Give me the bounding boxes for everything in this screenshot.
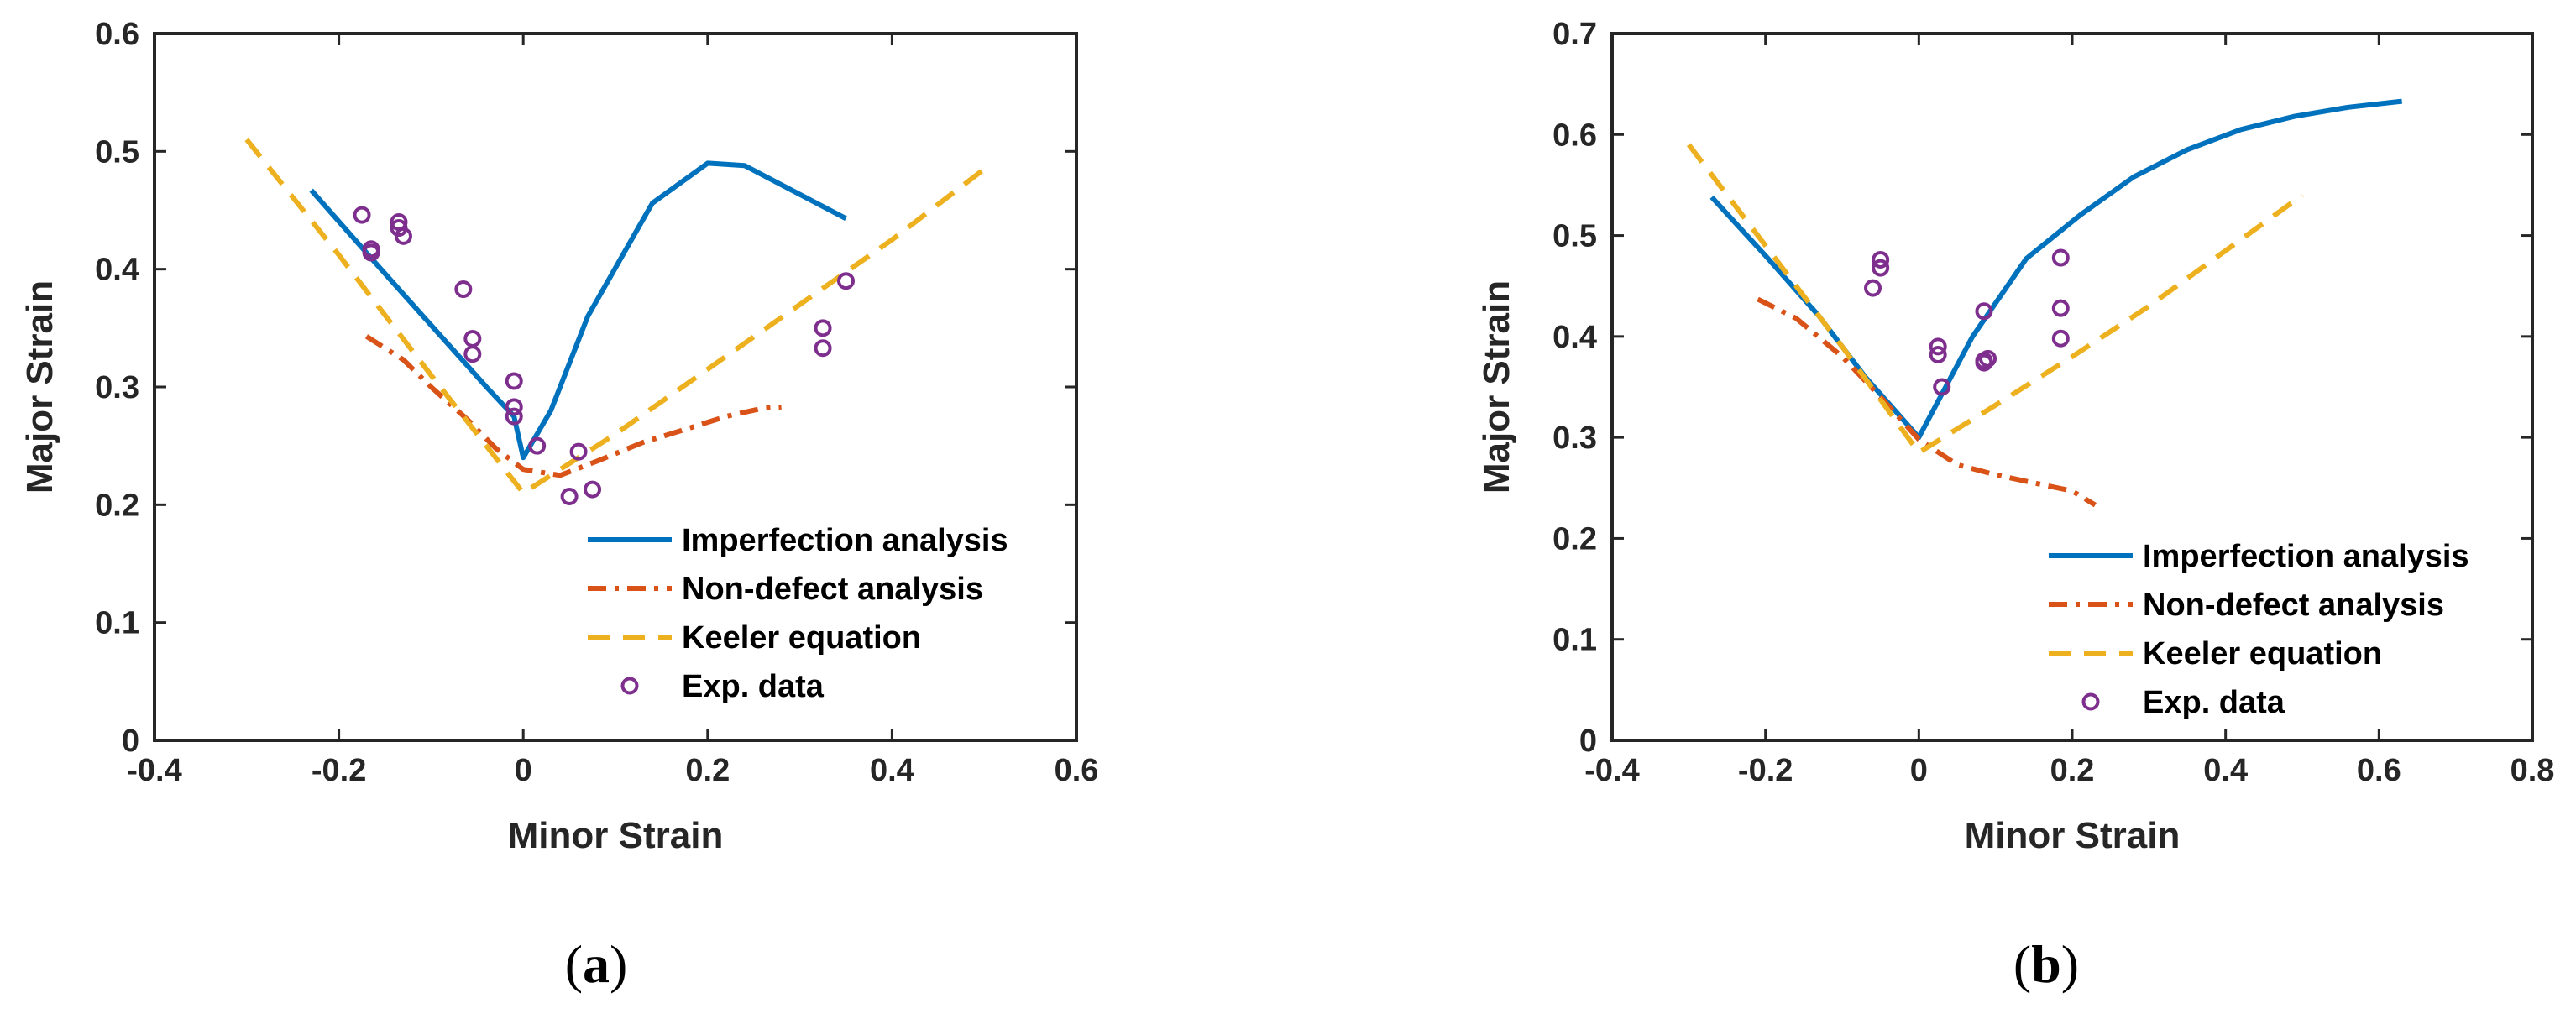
- exp-data-point: [353, 206, 371, 224]
- legend-label-non-defect-analysis: Non-defect analysis: [682, 572, 983, 607]
- exp-data-point: [569, 442, 588, 461]
- x-tick-label: 0.6: [2357, 753, 2401, 788]
- legend-marker-exp-data: [2081, 692, 2100, 711]
- y-tick-label: 0.5: [1552, 219, 1597, 254]
- panel-letter: b: [2031, 934, 2061, 994]
- y-tick-label: 0.6: [95, 17, 139, 52]
- y-tick-label: 0.1: [95, 606, 139, 641]
- non-defect-analysis-line: [364, 334, 782, 478]
- y-tick-label: 0.7: [1552, 17, 1597, 52]
- exp-data-point: [814, 339, 832, 358]
- exp-data-point: [1872, 259, 1890, 277]
- y-tick-label: 0.2: [95, 488, 139, 523]
- imperfection-analysis-line: [309, 160, 847, 461]
- y-tick-label: 0.1: [1552, 623, 1597, 658]
- chart-panel-b: -0.4 -0.2 0 0.2 0.4 0.6 0.8 0 0.1 0.2 0.3 0.4 0.5 0.6…: [1476, 17, 2554, 994]
- y-axis-label: Major Strain: [19, 280, 60, 494]
- exp-data-point: [463, 345, 482, 363]
- y-tick-label: 0: [122, 724, 139, 759]
- x-tick-label: 0: [515, 753, 532, 788]
- x-tick-label: -0.4: [1584, 753, 1639, 788]
- panel-label: (b): [2013, 934, 2079, 994]
- legend-label-imperfection-analysis: Imperfection analysis: [682, 523, 1008, 558]
- exp-data-point: [2051, 329, 2070, 348]
- exp-data-point: [463, 329, 482, 348]
- y-tick-label: 0.3: [1552, 421, 1597, 456]
- legend-label-non-defect-analysis: Non-defect analysis: [2143, 588, 2444, 623]
- panel-label: (a): [565, 934, 628, 994]
- y-tick-label: 0.5: [95, 134, 139, 170]
- legend-label-imperfection-analysis: Imperfection analysis: [2143, 539, 2469, 574]
- exp-data-point: [362, 243, 380, 262]
- exp-data-point: [1929, 337, 1947, 356]
- x-tick-label: -0.2: [312, 753, 366, 788]
- y-axis-label: Major Strain: [1476, 280, 1517, 494]
- x-tick-label: 0.6: [1055, 753, 1099, 788]
- keeler-equation-line: [244, 138, 987, 496]
- y-tick-label: 0.4: [95, 253, 139, 288]
- y-tick-label: 0.4: [1552, 320, 1597, 355]
- x-tick-label: -0.2: [1738, 753, 1793, 788]
- exp-data-point: [1975, 302, 1993, 321]
- exp-data-point: [2051, 248, 2070, 267]
- x-axis-label: Minor Strain: [1965, 815, 2181, 856]
- exp-data-point: [505, 407, 523, 426]
- y-tick-label: 0.6: [1552, 118, 1597, 153]
- legend-label-keeler-equation: Keeler equation: [682, 620, 921, 656]
- exp-data-point: [528, 436, 547, 455]
- keeler-equation-line: [1686, 143, 2304, 456]
- y-tick-label: 0: [1579, 724, 1597, 759]
- exp-data-point: [1872, 250, 1890, 269]
- exp-data-point: [584, 480, 602, 499]
- exp-data-point: [814, 319, 832, 337]
- exp-data-point: [1929, 346, 1947, 364]
- x-tick-label: 0.8: [2511, 753, 2555, 788]
- x-tick-label: 0.2: [685, 753, 730, 788]
- y-tick-label: 0.3: [95, 370, 139, 405]
- x-tick-label: 0.4: [870, 753, 914, 788]
- exp-data-point: [560, 488, 579, 506]
- y-tick-label: 0.2: [1552, 521, 1597, 557]
- legend-label-keeler-equation: Keeler equation: [2143, 636, 2382, 671]
- legend-label-exp-data: Exp. data: [682, 669, 825, 704]
- chart-panel-a: -0.4 -0.2 0 0.2 0.4 0.6 0 0.1 0.2 0.3 0.4 0.5 0.6 Min…: [19, 17, 1098, 994]
- exp-data-point: [2051, 299, 2070, 317]
- x-tick-label: 0.4: [2203, 753, 2248, 788]
- exp-data-point: [505, 372, 523, 390]
- exp-data-point: [505, 398, 523, 416]
- x-tick-label: 0: [1910, 753, 1928, 788]
- x-tick-label: 0.2: [2050, 753, 2095, 788]
- exp-data-point: [837, 272, 855, 290]
- legend-label-exp-data: Exp. data: [2143, 685, 2285, 720]
- axes-box: [1610, 32, 2534, 742]
- legend-marker-exp-data: [620, 677, 639, 695]
- x-axis-label: Minor Strain: [508, 815, 724, 856]
- exp-data-point: [1864, 279, 1882, 297]
- exp-data-point: [1933, 378, 1951, 396]
- non-defect-analysis-line: [1757, 296, 2097, 508]
- exp-data-point: [394, 227, 412, 245]
- panel-letter: a: [583, 934, 610, 994]
- exp-data-point: [454, 280, 473, 299]
- exp-data-point: [1975, 352, 1993, 370]
- imperfection-analysis-line: [1709, 98, 2403, 441]
- x-tick-label: -0.4: [127, 753, 181, 788]
- axes-box: [153, 32, 1078, 742]
